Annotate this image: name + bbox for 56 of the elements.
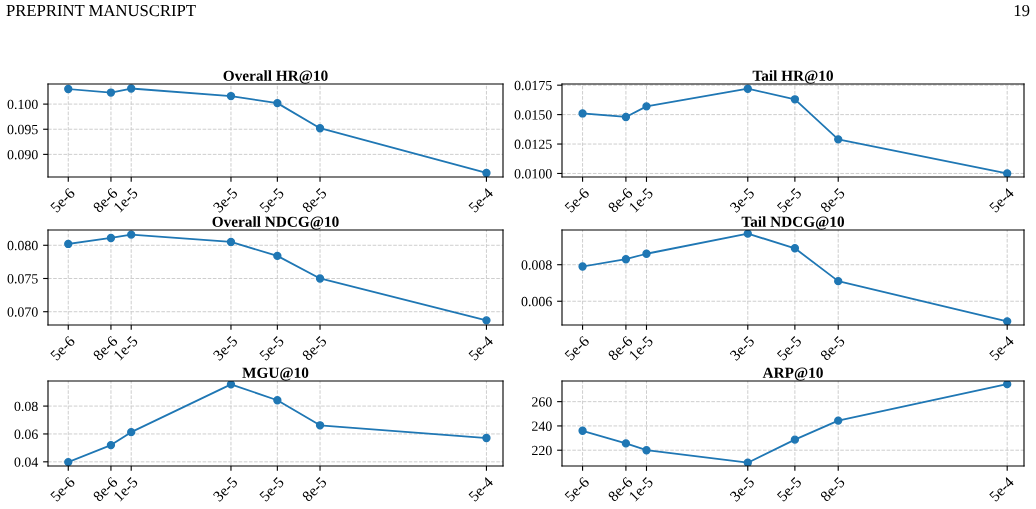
y-tick-label: 0.04 — [14, 457, 39, 467]
x-tick-label: 5e-4 — [989, 335, 1015, 361]
y-tick-label: 0.008 — [521, 260, 552, 270]
y-tick-label: 0.006 — [521, 296, 552, 307]
x-tick-label: 5e-5 — [776, 476, 803, 502]
y-tick-label: 0.100 — [7, 99, 38, 110]
x-tick-label: 5e-4 — [468, 187, 494, 213]
chart-title: Tail HR@10 — [752, 70, 833, 84]
x-tick-label: 5e-6 — [50, 476, 76, 502]
y-tick-label: 0.0175 — [514, 80, 552, 91]
y-tick-label: 240 — [532, 421, 552, 431]
y-tick-label: 0.070 — [7, 307, 38, 317]
y-tick-label: 0.0150 — [514, 110, 552, 120]
chart-title: MGU@10 — [242, 367, 309, 381]
y-tick-label: 0.075 — [7, 274, 38, 284]
x-tick-label: 5e-6 — [564, 187, 590, 213]
x-tick-label: 5e-5 — [776, 187, 803, 213]
y-tick-label: 0.0100 — [514, 169, 552, 179]
y-tick-label: 0.090 — [7, 149, 38, 160]
x-tick-label: 5e-4 — [468, 476, 494, 502]
y-tick-label: 0.06 — [14, 429, 38, 439]
y-tick-label: 0.0125 — [514, 139, 552, 150]
x-tick-label: 5e-5 — [259, 476, 285, 502]
x-tick-label: 8e-5 — [301, 335, 328, 362]
x-tick-label: 5e-5 — [776, 335, 803, 361]
text: PREPRINT MANUSCRIPT — [6, 4, 196, 17]
x-tick-label: 5e-5 — [259, 335, 285, 361]
x-tick-label: 3e-5 — [212, 187, 239, 213]
chart-title: Overall HR@10 — [223, 70, 328, 84]
x-tick-label: 3e-5 — [729, 476, 755, 502]
chart-title: Overall NDCG@10 — [212, 216, 339, 230]
chart-title: ARP@10 — [762, 367, 823, 381]
text: 19 — [1014, 4, 1030, 17]
x-tick-label: 8e-5 — [819, 335, 846, 362]
x-tick-label: 5e-6 — [50, 335, 76, 361]
x-tick-label: 8e-5 — [819, 476, 846, 503]
x-tick-label: 5e-4 — [989, 187, 1015, 213]
y-tick-label: 220 — [532, 445, 552, 456]
y-tick-label: 0.080 — [7, 240, 38, 251]
x-tick-label: 5e-6 — [564, 335, 590, 361]
x-tick-label: 3e-5 — [729, 335, 755, 361]
y-tick-label: 0.08 — [14, 401, 38, 412]
x-tick-label: 5e-6 — [50, 187, 76, 213]
x-tick-label: 5e-6 — [564, 476, 590, 502]
x-tick-label: 5e-5 — [259, 187, 285, 213]
x-tick-label: 8e-5 — [301, 187, 328, 214]
x-tick-label: 3e-5 — [729, 187, 755, 213]
x-tick-label: 5e-4 — [468, 335, 494, 361]
x-tick-label: 3e-5 — [212, 335, 239, 361]
y-tick-label: 0.095 — [7, 124, 38, 135]
x-tick-label: 8e-5 — [301, 476, 328, 503]
x-tick-label: 5e-4 — [989, 476, 1015, 502]
y-tick-label: 260 — [532, 397, 552, 407]
x-tick-label: 8e-5 — [819, 187, 846, 214]
x-tick-label: 3e-5 — [212, 476, 239, 502]
chart-title: Tail NDCG@10 — [741, 216, 845, 230]
